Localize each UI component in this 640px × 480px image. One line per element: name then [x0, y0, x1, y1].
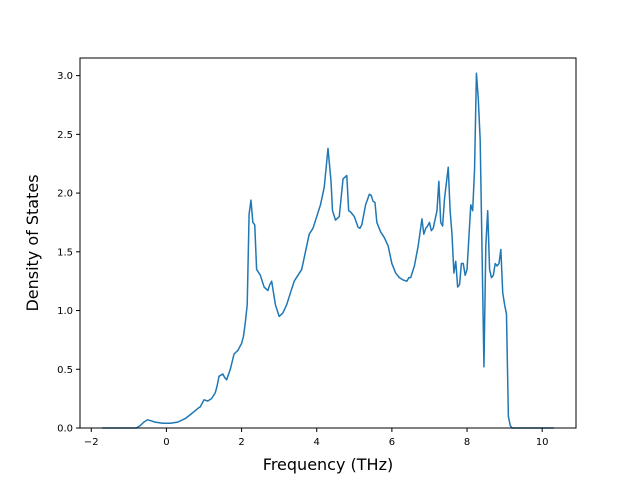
x-tick-label: 2 — [238, 437, 244, 448]
plot-area — [80, 58, 576, 428]
series-layer — [101, 72, 555, 429]
x-axis-label: Frequency (THz) — [263, 455, 393, 474]
x-tick-label: 10 — [536, 437, 549, 448]
x-tick-label: −2 — [84, 437, 99, 448]
y-tick-label: 1.0 — [57, 306, 73, 317]
y-tick-label: 2.5 — [57, 130, 73, 141]
y-axis-label: Density of States — [23, 174, 42, 311]
y-tick-label: 1.5 — [57, 247, 73, 258]
x-axis-ticks: −2 0 2 4 6 8 10 — [84, 428, 549, 448]
x-tick-label: 6 — [389, 437, 395, 448]
y-axis-ticks: 0.0 0.5 1.0 1.5 2.0 2.5 3.0 — [57, 71, 80, 435]
y-tick-label: 2.0 — [57, 189, 73, 200]
x-tick-label: 8 — [464, 437, 470, 448]
y-tick-label: 3.0 — [57, 71, 73, 82]
axes-frame — [79, 57, 577, 429]
dos-series-line-0 — [101, 72, 555, 429]
x-tick-label: 0 — [163, 437, 169, 448]
x-tick-label: 4 — [314, 437, 320, 448]
y-tick-label: 0.0 — [57, 424, 73, 435]
y-tick-label: 0.5 — [57, 365, 73, 376]
